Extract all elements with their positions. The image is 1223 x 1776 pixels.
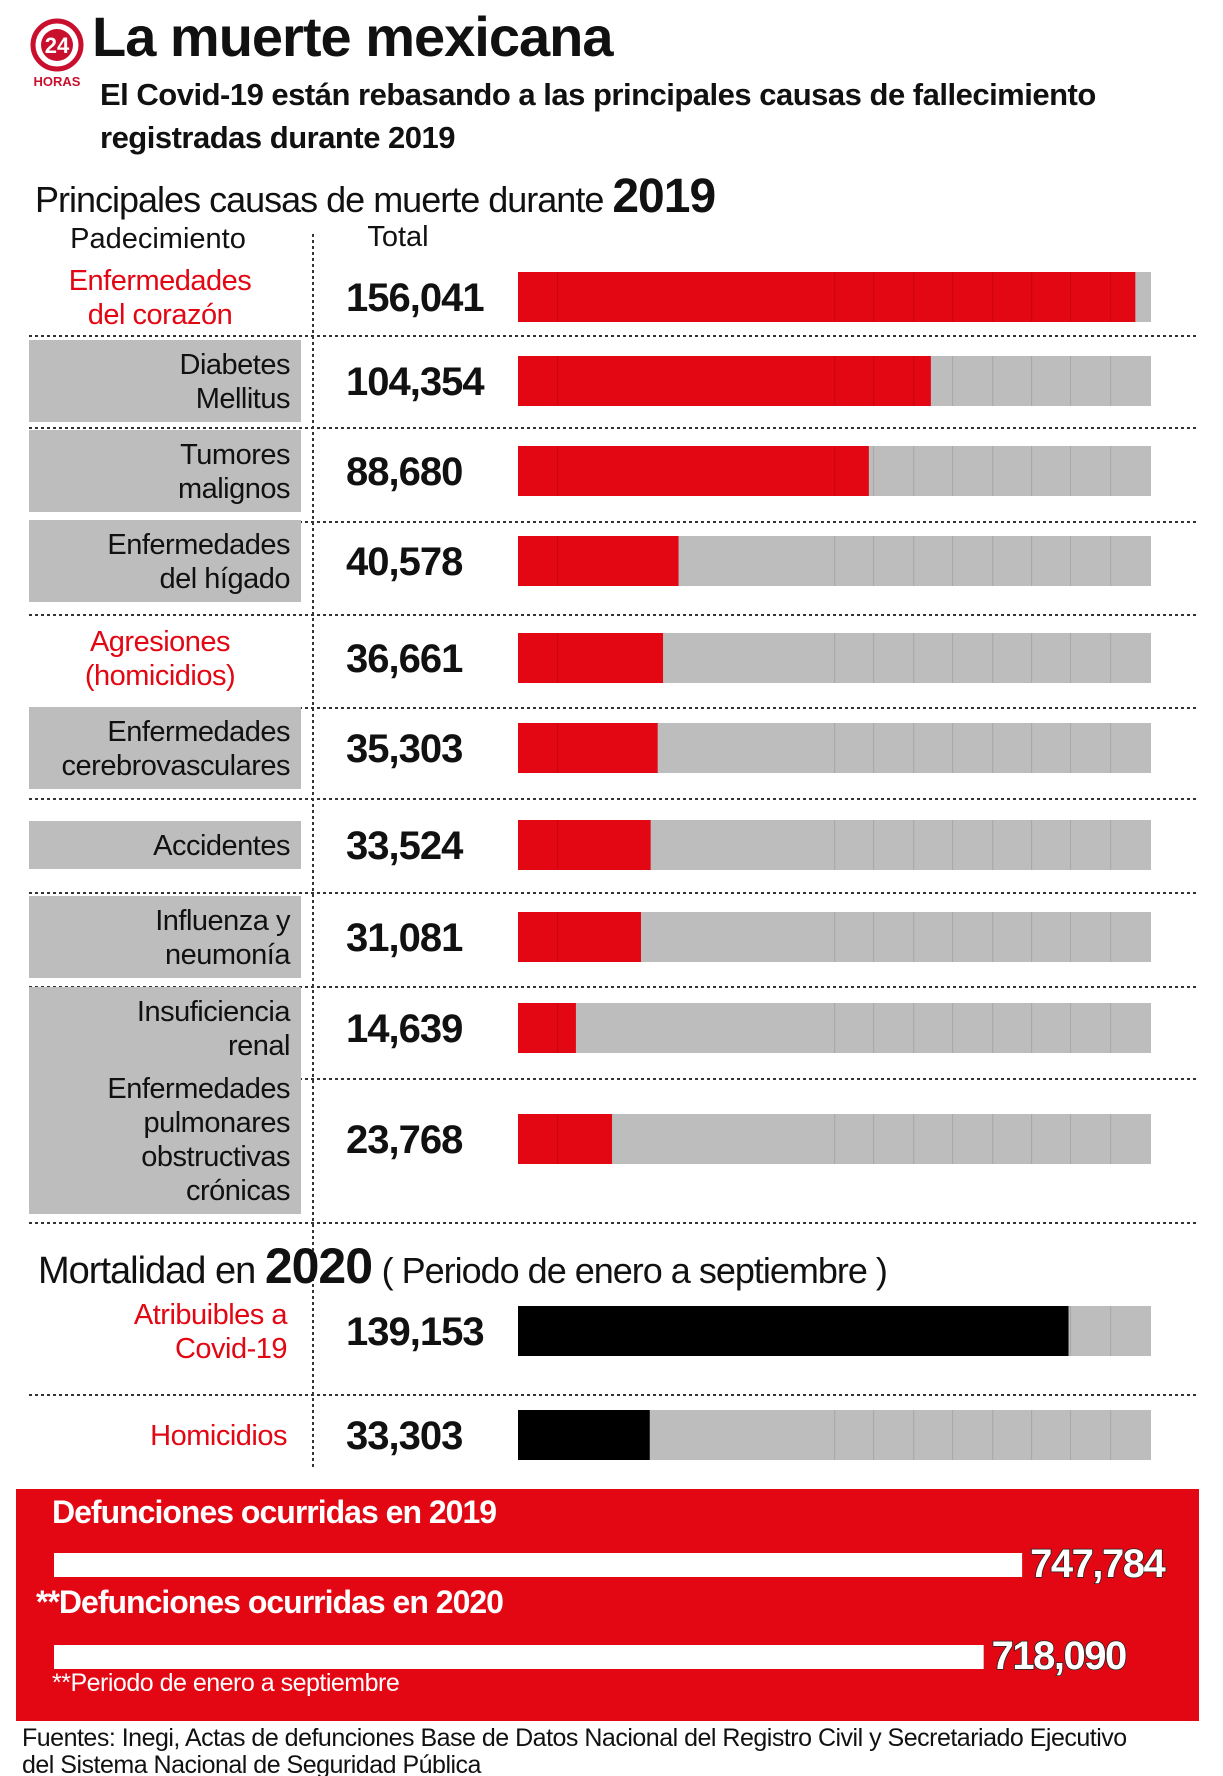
- subtitle-line: El Covid-19 están rebasando a las princi…: [100, 77, 1096, 112]
- bar: [518, 272, 1136, 322]
- section-title-text: Mortalidad en: [38, 1250, 255, 1292]
- section-title-text: Principales causas de muerte durante: [35, 179, 603, 220]
- value-label: 156,041: [346, 276, 484, 320]
- bar: [518, 536, 679, 586]
- value-label: 33,303: [346, 1414, 462, 1458]
- category-label: Diabetes: [180, 349, 290, 381]
- category-label: renal: [228, 1030, 290, 1062]
- value-label: 139,153: [346, 1310, 484, 1354]
- category-label: pulmonares: [143, 1107, 290, 1139]
- bar: [518, 446, 869, 496]
- section-title-note: ( Periodo de enero a septiembre ): [382, 1250, 887, 1291]
- category-label: Enfermedades: [107, 1073, 290, 1105]
- category-label: (homicidios): [85, 660, 235, 692]
- label-box: [29, 520, 301, 602]
- source: del Sistema Nacional de Seguridad Públic…: [22, 1751, 482, 1776]
- value-label: 31,081: [346, 916, 463, 960]
- category-label: cerebrovasculares: [62, 750, 290, 782]
- label-box: [29, 707, 301, 789]
- bar-track: [518, 1003, 1151, 1053]
- label-box: [29, 821, 301, 869]
- value-label: 35,303: [346, 727, 462, 771]
- category-label: Enfermedades: [107, 529, 290, 561]
- total-label: Defunciones ocurridas en 2019: [52, 1494, 496, 1530]
- column-header: Padecimiento: [70, 223, 246, 255]
- value-label: 88,680: [346, 450, 462, 494]
- total-label: **Defunciones ocurridas en 2020: [36, 1584, 503, 1620]
- category-label: Mellitus: [196, 383, 290, 415]
- category-label: neumonía: [165, 939, 291, 971]
- bar: [518, 912, 641, 962]
- footnote: **Periodo de enero a septiembre: [52, 1669, 399, 1697]
- category-label: del corazón: [88, 299, 232, 331]
- category-label: Agresiones: [90, 626, 230, 658]
- label-box: [29, 340, 301, 422]
- label-box: [29, 1064, 301, 1214]
- source: Fuentes: Inegi, Actas de defunciones Bas…: [22, 1724, 1127, 1752]
- total-bar: [54, 1645, 984, 1669]
- value-label: 104,354: [346, 360, 485, 404]
- value-label: 36,661: [346, 637, 463, 681]
- value-label: 33,524: [346, 824, 464, 868]
- totals-panel: [16, 1489, 1199, 1721]
- logo-core: [41, 29, 73, 61]
- category-label: Enfermedades: [69, 265, 252, 297]
- category-label: Accidentes: [153, 830, 290, 862]
- label-box: [29, 430, 301, 512]
- bar: [518, 1003, 576, 1053]
- total-value: 747,784: [1030, 1542, 1166, 1586]
- section-title: Mortalidad en 2020 ( Periodo de enero a …: [38, 1238, 887, 1294]
- category-label: obstructivas: [141, 1141, 290, 1173]
- section-title: Principales causas de muerte durante 201…: [35, 170, 715, 223]
- column-header: Total: [367, 221, 428, 253]
- category-label: malignos: [178, 473, 290, 505]
- total-value: 718,090: [992, 1634, 1126, 1678]
- category-label: Atribuibles a: [134, 1299, 288, 1331]
- category-label: crónicas: [186, 1175, 290, 1207]
- bar-track: [518, 1114, 1151, 1164]
- category-label: Tumores: [180, 439, 290, 471]
- bar: [518, 1306, 1069, 1356]
- section-title-year: 2020: [265, 1238, 372, 1294]
- bar: [518, 820, 651, 870]
- label-box: [29, 987, 301, 1069]
- subtitle-line: registradas durante 2019: [100, 120, 455, 155]
- bar: [518, 1114, 613, 1164]
- category-label: Homicidios: [150, 1420, 287, 1452]
- category-label: Covid-19: [175, 1333, 287, 1365]
- category-label: Insuficiencia: [137, 996, 291, 1028]
- title: La muerte mexicana: [92, 5, 614, 68]
- logo: 24 HORAS: [30, 18, 84, 89]
- value-label: 14,639: [346, 1007, 462, 1051]
- label-box: [29, 896, 301, 978]
- value-label: 40,578: [346, 540, 463, 584]
- value-label: 23,768: [346, 1118, 463, 1162]
- logo-number: 24: [45, 33, 70, 58]
- section-title-year: 2019: [612, 170, 715, 223]
- total-bar: [54, 1553, 1023, 1577]
- category-label: Influenza y: [155, 905, 291, 937]
- bar: [518, 1410, 650, 1460]
- category-label: del hígado: [160, 563, 290, 595]
- bar: [518, 356, 931, 406]
- category-label: Enfermedades: [107, 716, 290, 748]
- logo-name: HORAS: [34, 74, 81, 89]
- bar: [518, 633, 664, 683]
- bar: [518, 723, 658, 773]
